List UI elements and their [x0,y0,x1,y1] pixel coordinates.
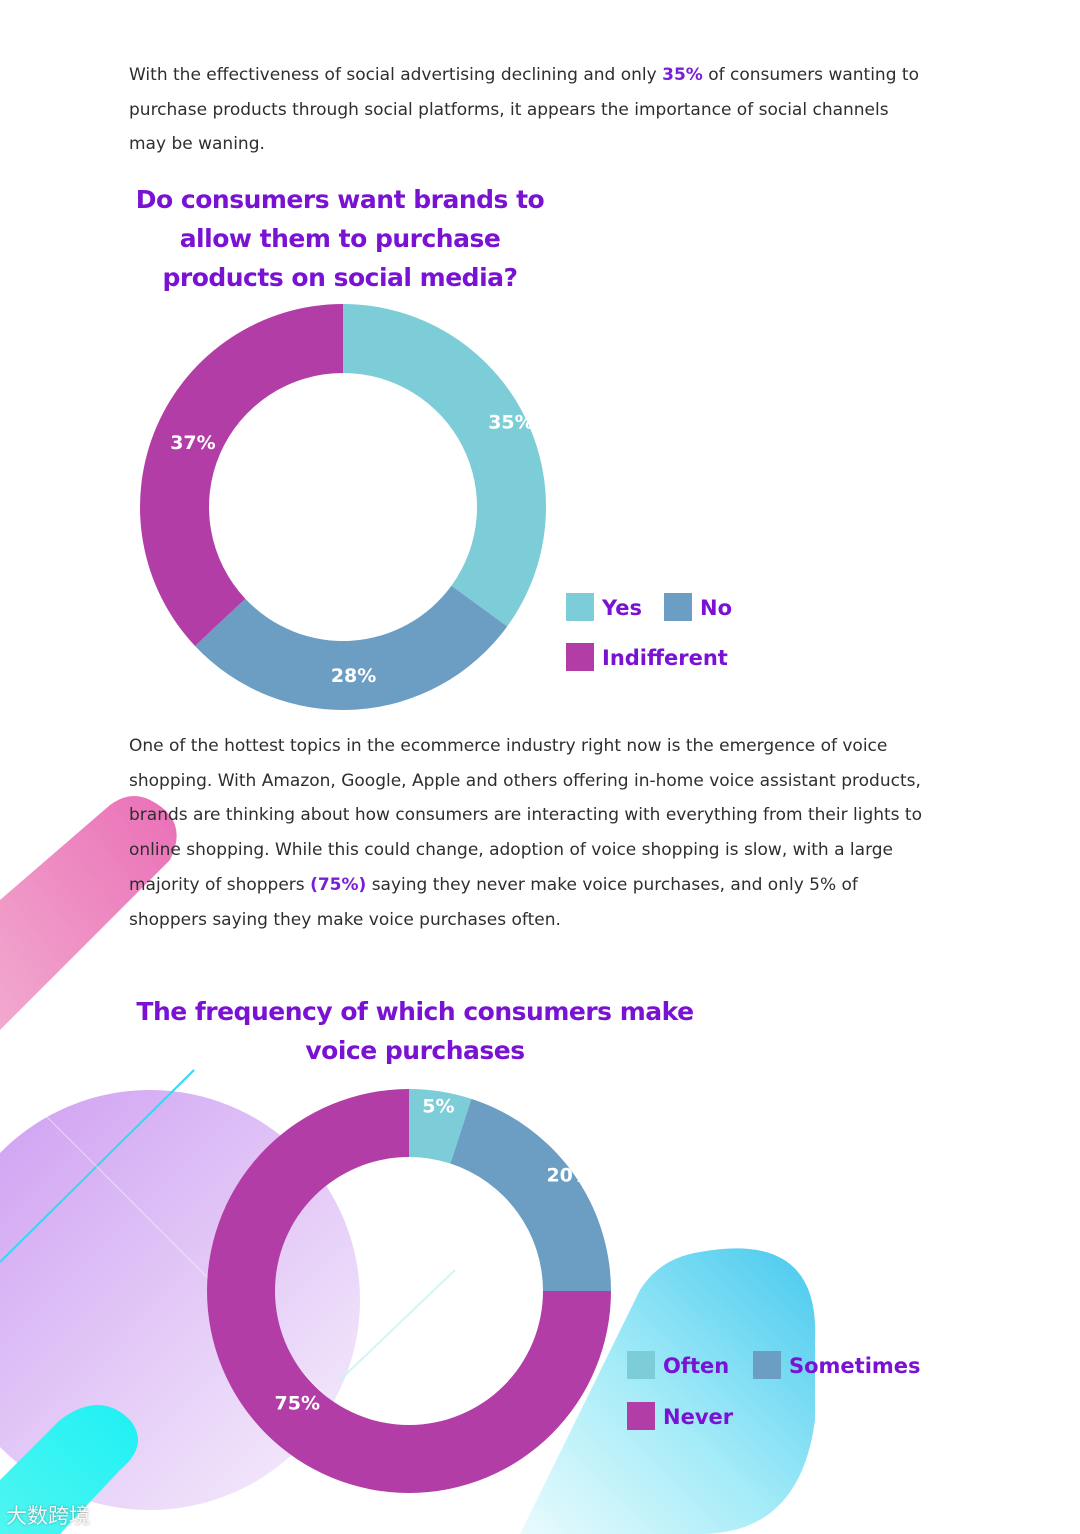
pink-pill-shape [0,796,177,1030]
cyan-line [0,1069,195,1263]
voice-paragraph: One of the hottest topics in the ecommer… [129,736,922,930]
voice-highlight: (75%) [310,874,367,895]
intro-highlight: 35% [662,65,703,85]
chart1-title: Do consumers want brands to allow them t… [135,185,545,292]
chart2-title: The frequency of which consumers make vo… [136,997,694,1065]
cyan-round-shape [520,1248,816,1534]
intro-paragraph: With the effectiveness of social adverti… [129,65,919,155]
watermark: 大数跨境 [6,1504,90,1528]
cyan-pill-shape [0,1405,138,1534]
